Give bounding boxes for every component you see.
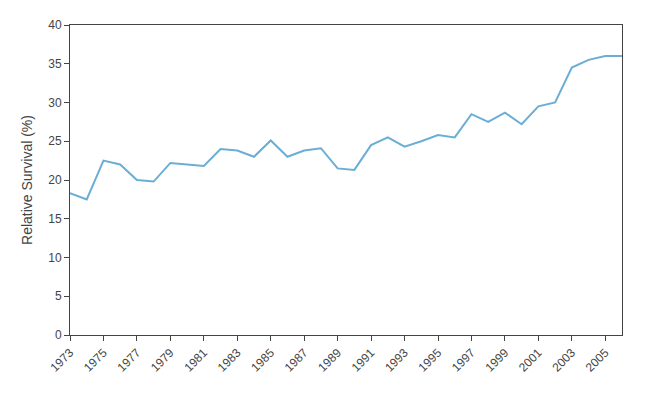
svg-text:1977: 1977 <box>114 346 143 375</box>
svg-text:1997: 1997 <box>449 346 478 375</box>
svg-text:1985: 1985 <box>248 346 277 375</box>
svg-text:1995: 1995 <box>416 346 445 375</box>
svg-text:10: 10 <box>48 251 62 265</box>
svg-text:2003: 2003 <box>549 346 578 375</box>
svg-text:5: 5 <box>55 289 62 303</box>
svg-text:35: 35 <box>48 57 62 71</box>
svg-text:1991: 1991 <box>349 346 378 375</box>
svg-text:1993: 1993 <box>382 346 411 375</box>
svg-text:1981: 1981 <box>181 346 210 375</box>
svg-text:40: 40 <box>48 18 62 32</box>
svg-text:2001: 2001 <box>516 346 545 375</box>
svg-text:Relative Survival (%): Relative Survival (%) <box>19 115 35 245</box>
svg-text:1987: 1987 <box>282 346 311 375</box>
svg-text:0: 0 <box>55 328 62 342</box>
svg-text:20: 20 <box>48 173 62 187</box>
svg-text:25: 25 <box>48 134 62 148</box>
svg-text:2005: 2005 <box>583 346 612 375</box>
svg-text:15: 15 <box>48 212 62 226</box>
svg-text:1975: 1975 <box>81 346 110 375</box>
svg-text:1999: 1999 <box>482 346 511 375</box>
svg-text:1989: 1989 <box>315 346 344 375</box>
svg-text:30: 30 <box>48 96 62 110</box>
svg-text:1973: 1973 <box>48 346 77 375</box>
svg-text:1979: 1979 <box>148 346 177 375</box>
svg-text:1983: 1983 <box>215 346 244 375</box>
